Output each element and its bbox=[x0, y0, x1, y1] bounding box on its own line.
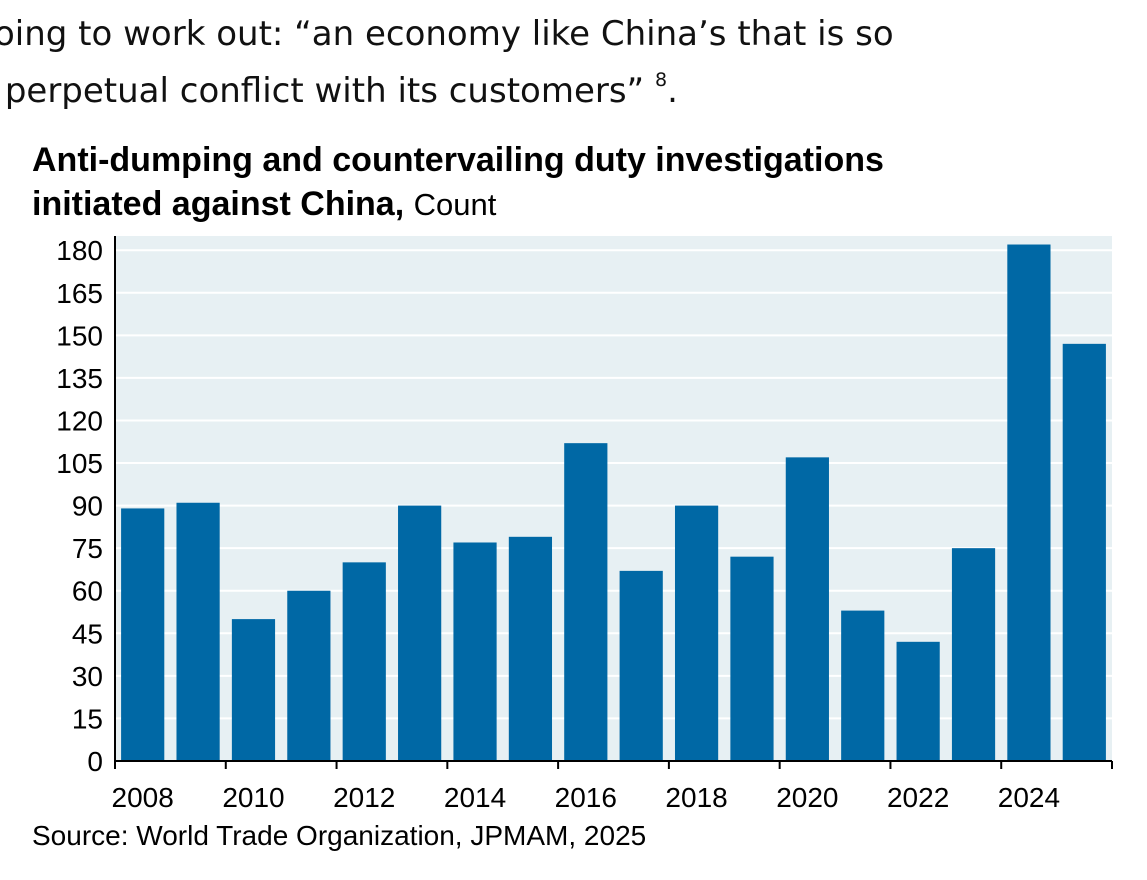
y-tick-label: 90 bbox=[72, 491, 103, 522]
bar-2019 bbox=[730, 556, 774, 761]
intro-line-2-text: perpetual conflict with its customers” bbox=[4, 71, 645, 111]
intro-paragraph: oing to work out: “an economy like China… bbox=[0, 6, 1144, 120]
bar-2025 bbox=[1062, 343, 1106, 761]
chart-title-line-2-text: initiated against China, bbox=[32, 185, 405, 223]
intro-line-2-end: . bbox=[667, 71, 678, 111]
y-tick-label: 120 bbox=[56, 405, 103, 436]
bar-2012 bbox=[342, 562, 386, 761]
x-tick-label: 2022 bbox=[887, 782, 949, 813]
chart-unit: Count bbox=[413, 187, 497, 222]
y-tick-label: 60 bbox=[72, 576, 103, 607]
y-tick-label: 135 bbox=[56, 363, 103, 394]
intro-line-1: oing to work out: “an economy like China… bbox=[0, 14, 894, 54]
y-tick-label: 45 bbox=[72, 618, 103, 649]
bar-2015 bbox=[508, 536, 553, 761]
y-tick-label: 75 bbox=[72, 533, 103, 564]
y-tick-label: 180 bbox=[56, 235, 103, 266]
x-tick-label: 2016 bbox=[555, 782, 617, 813]
bar-2024 bbox=[1007, 244, 1051, 761]
chart-title-line-2: initiated against China, Count bbox=[32, 182, 884, 227]
y-tick-label: 105 bbox=[56, 448, 103, 479]
y-axis: 0 15 30 45 60 75 90 105 120 135 150 165 180 bbox=[56, 235, 116, 777]
bar-chart: 0 15 30 45 60 75 90 105 120 135 150 165 180 2008 2010… bbox=[56, 235, 1113, 813]
bar-2013 bbox=[398, 505, 442, 761]
bar-2021 bbox=[841, 610, 885, 761]
x-axis: 2008 2010 2012 2014 2016 2018 2020 2022 2024 bbox=[112, 760, 1113, 813]
bar-2017 bbox=[619, 570, 663, 761]
x-tick-label: 2010 bbox=[222, 782, 284, 813]
bar-2018 bbox=[674, 505, 719, 761]
chart-source: Source: World Trade Organization, JPMAM,… bbox=[32, 820, 647, 851]
chart-title-line-1: Anti-dumping and countervailing duty inv… bbox=[32, 141, 884, 179]
intro-line-2: perpetual conflict with its customers” 8… bbox=[0, 63, 1144, 120]
y-tick-label: 30 bbox=[72, 661, 103, 692]
bar-2008 bbox=[121, 508, 165, 761]
plot-background bbox=[115, 236, 1112, 761]
bar-2020 bbox=[785, 457, 829, 761]
y-tick-label: 15 bbox=[72, 703, 103, 734]
y-tick-label: 0 bbox=[87, 746, 103, 777]
chart-title: Anti-dumping and countervailing duty inv… bbox=[32, 138, 884, 227]
x-tick-label: 2020 bbox=[776, 782, 838, 813]
bar-2016 bbox=[564, 443, 608, 761]
x-tick-label: 2024 bbox=[998, 782, 1060, 813]
y-tick-label: 150 bbox=[56, 320, 103, 351]
bar-2009 bbox=[176, 502, 220, 761]
x-tick-label: 2008 bbox=[112, 782, 174, 813]
x-tick-label: 2018 bbox=[665, 782, 727, 813]
bar-2023 bbox=[951, 548, 996, 761]
y-tick-label: 165 bbox=[56, 278, 103, 309]
x-tick-label: 2014 bbox=[444, 782, 506, 813]
footnote-marker[interactable]: 8 bbox=[654, 69, 668, 91]
plot-area bbox=[115, 236, 1112, 761]
bar-2022 bbox=[896, 641, 940, 761]
bar-2014 bbox=[453, 542, 497, 761]
bar-2011 bbox=[287, 590, 331, 761]
bar-2010 bbox=[231, 619, 276, 761]
x-tick-label: 2012 bbox=[333, 782, 395, 813]
